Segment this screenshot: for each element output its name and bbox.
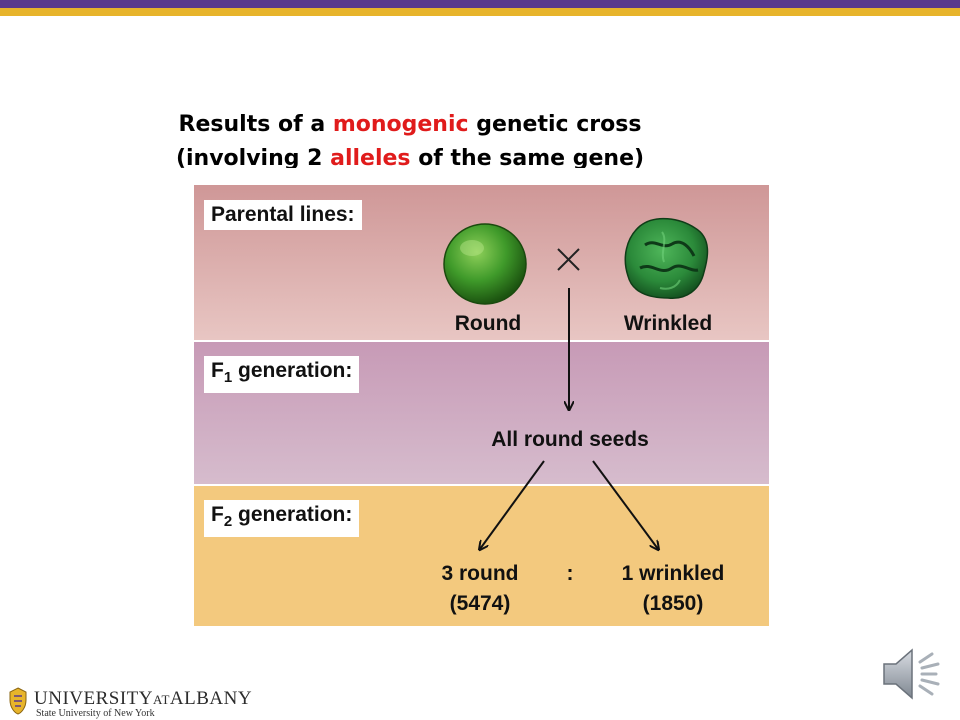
f2-round-number: (5474) [449,592,511,615]
f1-label-rest: generation: [232,359,353,382]
f2-wrinkled-number: (1850) [642,592,704,615]
f2-wrinkled-count: 1 wrinkled [621,562,725,585]
title-line1-pre: Results of a [178,112,333,137]
slide-title: Results of a monogenic genetic cross (in… [150,108,670,168]
title-line-2: (involving 2 alleles of the same gene) [150,142,670,168]
f1-label-sub: 1 [223,369,233,386]
minerva-logo-icon [9,687,27,715]
university-subtitle: State University of New York [36,708,155,719]
top-gold-bar [0,8,960,16]
university-logo: UNIVERSITYATALBANY State University of N… [6,686,266,720]
title-line2-post: of the same gene) [410,146,645,168]
f2-generation-label: F2 generation: [204,500,360,537]
f2-label-rest: generation: [232,503,353,526]
parental-lines-label: Parental lines: [204,200,362,230]
wrinkled-label: Wrinkled [623,312,713,335]
speaker-icon[interactable] [878,640,948,710]
f1-label-f: F [211,359,224,382]
title-line2-pre: (involving 2 [175,146,331,168]
title-line2-highlight: alleles [330,146,411,168]
title-line1-highlight: monogenic [332,112,469,137]
university-name: UNIVERSITYATALBANY [34,688,252,710]
f1-result-text: All round seeds [491,428,649,451]
university-main: UNIVERSITY [34,688,153,709]
f2-label-sub: 2 [223,513,233,530]
title-line-1: Results of a monogenic genetic cross [150,108,670,142]
f2-round-count: 3 round [441,562,519,585]
f2-ratio-separator: : [566,562,574,585]
f2-label-f: F [211,503,224,526]
round-label: Round [454,312,522,335]
top-purple-bar [0,0,960,8]
f1-generation-label: F1 generation: [204,356,360,393]
university-at: AT [153,692,170,707]
title-line1-post: genetic cross [468,112,642,137]
university-albany: ALBANY [169,688,253,709]
